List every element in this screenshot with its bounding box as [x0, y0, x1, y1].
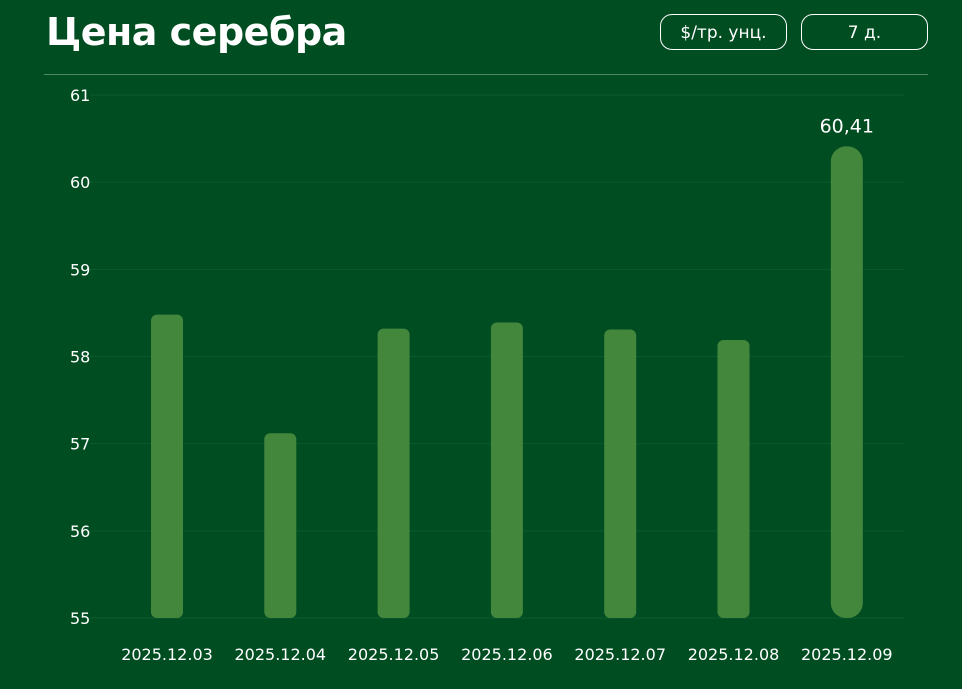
y-tick-label: 58	[70, 348, 90, 367]
bar-2025.12.03[interactable]	[151, 314, 183, 618]
bar-2025.12.07[interactable]	[604, 329, 637, 618]
x-tick-label: 2025.12.07	[574, 645, 666, 664]
page-title: Цена серебра	[46, 10, 347, 54]
x-tick-label: 2025.12.06	[461, 645, 553, 664]
y-tick-label: 59	[70, 260, 90, 279]
header-divider	[44, 74, 928, 75]
bar-2025.12.06[interactable]	[490, 322, 523, 618]
bar-2025.12.08[interactable]	[717, 339, 750, 618]
x-tick-label: 2025.12.03	[121, 645, 213, 664]
unit-selector-button[interactable]: $/тр. унц.	[660, 14, 787, 50]
y-tick-label: 60	[70, 173, 90, 192]
y-tick-label: 57	[70, 435, 90, 454]
y-tick-label: 61	[70, 86, 90, 105]
annotations: 60,41	[820, 115, 874, 137]
bar-2025.12.09[interactable]	[830, 146, 863, 618]
bar-2025.12.05[interactable]	[377, 328, 410, 618]
x-axis-ticks: 2025.12.03 2025.12.04 2025.12.05 2025.12.06…	[121, 645, 892, 664]
bar-2025.12.04[interactable]	[264, 433, 297, 618]
x-tick-label: 2025.12.04	[234, 645, 326, 664]
x-tick-label: 2025.12.05	[348, 645, 440, 664]
x-tick-label: 2025.12.08	[688, 645, 780, 664]
value-label: 60,41	[820, 115, 874, 137]
y-axis-ticks: 55 56 57 58 59 60 61	[70, 86, 90, 628]
x-tick-label: 2025.12.09	[801, 645, 893, 664]
bars	[151, 146, 863, 618]
header: Цена серебра $/тр. унц. 7 д.	[0, 0, 962, 76]
period-selector-button[interactable]: 7 д.	[801, 14, 928, 50]
y-tick-label: 56	[70, 522, 90, 541]
y-tick-label: 55	[70, 609, 90, 628]
